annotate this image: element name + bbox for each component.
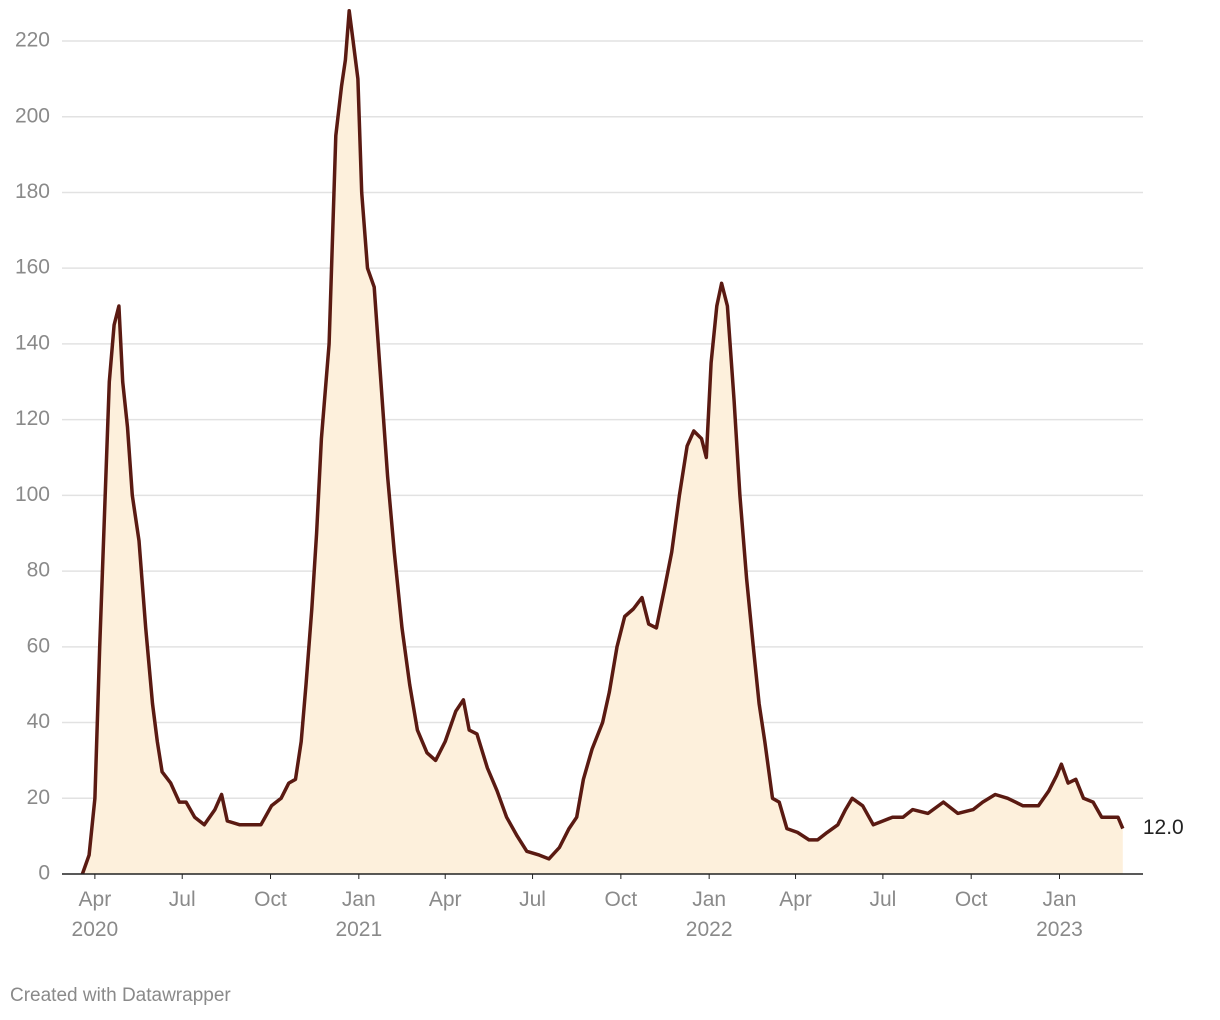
x-tick-label: Jul <box>869 888 897 911</box>
footer: Created with Datawrapper <box>10 985 231 1006</box>
line <box>80 8 1125 875</box>
x-tick-label: Jan 2021 <box>335 888 383 941</box>
x-tick-label: Apr 2020 <box>71 888 119 941</box>
y-tick-label: 180 <box>15 180 50 203</box>
y-tick-label: 0 <box>38 862 50 885</box>
x-tick-label: Apr <box>779 888 812 911</box>
x-tick-label: Jan 2023 <box>1036 888 1083 941</box>
y-tick-label: 100 <box>15 483 50 506</box>
x-tick-label: Jul <box>168 888 196 911</box>
plot: 0 20 40 60 80 100 120 140 160 180 200 220 12.0 <box>15 8 1184 885</box>
y-tick-label: 80 <box>27 559 50 582</box>
y-tick-label: 20 <box>27 786 50 809</box>
x-tick-label: Oct <box>954 888 988 911</box>
area <box>82 10 1123 874</box>
y-tick-label: 120 <box>15 407 50 430</box>
y-tick-label: 40 <box>27 710 50 733</box>
x-tick-label: Oct <box>254 888 287 911</box>
x-tick-label: Jan 2022 <box>685 888 733 941</box>
end-label: 12.0 <box>1143 816 1184 839</box>
x-tick-label: Oct <box>604 888 638 911</box>
x-tick-label: Apr <box>428 888 462 911</box>
y-tick-label: 60 <box>27 634 50 657</box>
y-tick-label: 220 <box>15 29 50 52</box>
y-tick-label: 160 <box>15 256 50 279</box>
x-tick-label: Jul <box>519 888 546 911</box>
y-tick-label: 140 <box>15 331 50 354</box>
y-tick-label: 200 <box>15 104 50 127</box>
